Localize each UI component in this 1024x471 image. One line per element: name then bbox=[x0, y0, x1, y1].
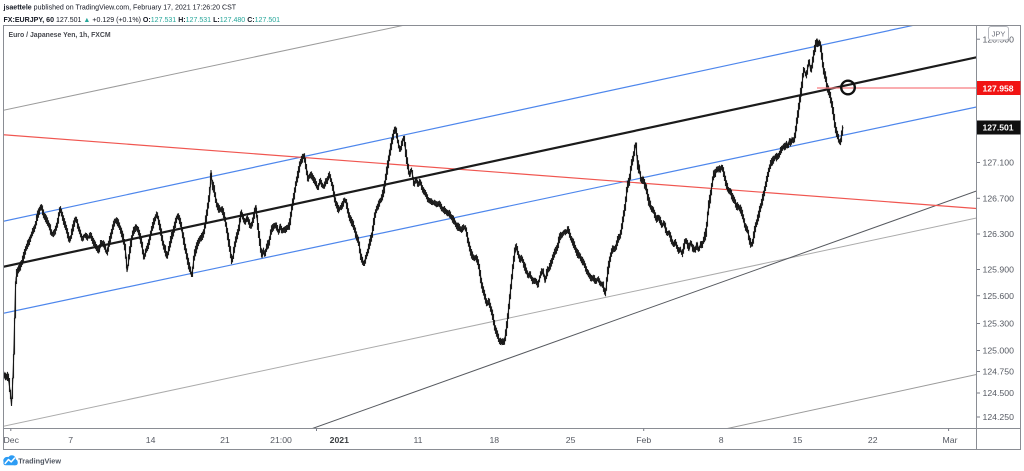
svg-text:Mar: Mar bbox=[943, 435, 958, 445]
svg-text:125.300: 125.300 bbox=[983, 319, 1015, 329]
svg-text:jsaettele published on Trading: jsaettele published on TradingView.com, … bbox=[3, 5, 237, 12]
svg-text:15: 15 bbox=[793, 435, 803, 445]
svg-text:JPY: JPY bbox=[992, 29, 1006, 38]
svg-text:127.958: 127.958 bbox=[983, 83, 1014, 93]
svg-text:124.500: 124.500 bbox=[983, 388, 1015, 398]
svg-text:126.700: 126.700 bbox=[983, 193, 1015, 203]
svg-text:Dec: Dec bbox=[3, 435, 19, 445]
svg-text:125.600: 125.600 bbox=[983, 291, 1015, 301]
svg-text:8: 8 bbox=[719, 435, 724, 445]
svg-text:126.300: 126.300 bbox=[983, 229, 1015, 239]
svg-text:21:00: 21:00 bbox=[270, 435, 292, 445]
svg-text:25: 25 bbox=[566, 435, 576, 445]
svg-text:125.000: 125.000 bbox=[983, 346, 1015, 356]
svg-text:124.250: 124.250 bbox=[983, 412, 1015, 422]
svg-text:14: 14 bbox=[146, 435, 156, 445]
svg-text:124.750: 124.750 bbox=[983, 367, 1015, 377]
svg-text:18: 18 bbox=[489, 435, 499, 445]
svg-text:127.501: 127.501 bbox=[983, 123, 1014, 133]
svg-text:11: 11 bbox=[413, 435, 422, 445]
svg-text:Feb: Feb bbox=[636, 435, 651, 445]
svg-text:125.900: 125.900 bbox=[983, 265, 1015, 275]
svg-text:FX:EURJPY, 60 127.501 ▲ +0.129: FX:EURJPY, 60 127.501 ▲ +0.129 (+0.1%) O… bbox=[4, 17, 281, 24]
svg-text:127.100: 127.100 bbox=[983, 158, 1015, 168]
svg-text:22: 22 bbox=[868, 435, 878, 445]
svg-text:21: 21 bbox=[220, 435, 230, 445]
svg-text:2021: 2021 bbox=[330, 435, 349, 445]
svg-text:TradingView: TradingView bbox=[18, 456, 61, 465]
svg-text:Euro / Japanese Yen, 1h, FXCM: Euro / Japanese Yen, 1h, FXCM bbox=[9, 32, 111, 39]
svg-text:7: 7 bbox=[68, 435, 73, 445]
